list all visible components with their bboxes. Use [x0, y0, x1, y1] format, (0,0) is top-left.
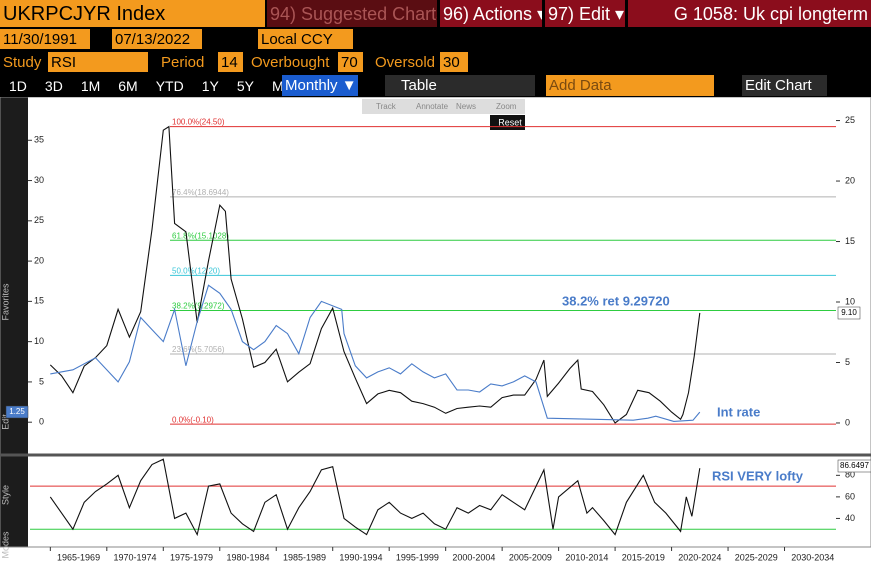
x-tick-label: 2015-2019: [622, 552, 665, 562]
chart-background: [0, 97, 871, 565]
range-button[interactable]: YTD: [155, 77, 184, 94]
last-value-box: [837, 306, 861, 320]
x-tick-label: 2010-2014: [565, 552, 608, 562]
range-button[interactable]: 1M: [80, 77, 101, 94]
y-tick-label: 35: [34, 135, 44, 145]
fib-label: 38.2%(9.2972): [172, 302, 225, 311]
x-tick-label: 1985-1989: [283, 552, 326, 562]
fib-label: 0.0%(-0.10): [172, 415, 214, 424]
x-tick-label: 1980-1984: [226, 552, 269, 562]
y-tick-label: 0: [39, 417, 44, 427]
y-tick-label: 25: [34, 215, 44, 225]
fib-label: 76.4%(18.6944): [172, 188, 229, 197]
last-value-box: [5, 405, 29, 419]
frequency[interactable]: Monthly ▼: [282, 75, 358, 96]
tool-button[interactable]: Track: [376, 102, 397, 111]
start-date[interactable]: 11/30/1991: [0, 29, 90, 49]
last-value: 9.10: [841, 308, 857, 317]
fib-label: 23.6%(5.7056): [172, 345, 225, 354]
y-tick-label: 10: [34, 336, 44, 346]
tool-strip: [362, 99, 525, 114]
y-tick-label: 40: [845, 513, 855, 523]
y-tick-label: 80: [845, 470, 855, 480]
table-button[interactable]: Table: [385, 75, 535, 96]
x-tick-label: 1990-1994: [339, 552, 382, 562]
x-tick-label: 1970-1974: [114, 552, 157, 562]
x-tick-label: 2000-2004: [452, 552, 495, 562]
range-button[interactable]: 3D: [44, 77, 63, 94]
last-value-box: [837, 459, 871, 473]
x-tick-label: 2005-2009: [509, 552, 552, 562]
study-label: Study: [3, 53, 42, 71]
x-tick-label: 1965-1969: [57, 552, 100, 562]
y-tick-label: 30: [34, 175, 44, 185]
y2-tick-label: 25: [845, 115, 855, 125]
side-label: Favorites: [0, 283, 10, 321]
edit-chart[interactable]: Edit Chart: [742, 75, 827, 96]
y2-tick-label: 5: [845, 357, 850, 367]
range-bar: 1D 3D 1M 6M YTD 1Y 5Y Max: [0, 75, 282, 96]
series-line: [50, 284, 701, 422]
annotation: 38.2% ret 9.29720: [562, 293, 670, 308]
add-data[interactable]: Add Data: [546, 75, 714, 96]
suggested[interactable]: 94) Suggested Charts: [267, 0, 437, 27]
x-tick-label: 1975-1979: [170, 552, 213, 562]
chart: Reset Track Annotate News Zoom Favorites Edit…: [0, 97, 871, 565]
side-label: Modes: [0, 531, 10, 559]
tool-button[interactable]: Zoom: [496, 102, 517, 111]
ticker[interactable]: UKRPCJYR Index: [0, 0, 265, 27]
y-tick-label: 15: [34, 296, 44, 306]
range-button[interactable]: Max: [271, 77, 282, 94]
fib-label: 61.8%(15.1028): [172, 231, 229, 240]
fib-label: 50.0%(12.20): [172, 267, 220, 276]
y-tick-label: 60: [845, 491, 855, 501]
page-title: G 1058: Uk cpi longterm: [628, 0, 871, 27]
x-tick-label: 2030-2034: [791, 552, 834, 562]
x-tick-label: 2020-2024: [678, 552, 721, 562]
period[interactable]: 14: [218, 52, 243, 72]
overbought[interactable]: 70: [338, 52, 363, 72]
side-toolbar: [0, 97, 28, 547]
frame: [0, 97, 871, 548]
oversold[interactable]: 30: [440, 52, 468, 72]
series-line: [49, 125, 701, 424]
end-date[interactable]: 07/13/2022: [112, 29, 202, 49]
fib-label: 100.0%(24.50): [172, 118, 225, 127]
x-tick-label: 1995-1999: [396, 552, 439, 562]
y2-tick-label: 15: [845, 236, 855, 246]
range-button[interactable]: 1Y: [201, 77, 219, 94]
tool-button[interactable]: Annotate: [416, 102, 449, 111]
x-tick-label: 2025-2029: [735, 552, 778, 562]
oversold-label: Oversold: [375, 53, 436, 71]
last-value: 1.25: [9, 407, 25, 416]
currency[interactable]: Local CCY: [258, 29, 353, 49]
y2-tick-label: 20: [845, 175, 855, 185]
y-tick-label: 5: [39, 376, 44, 386]
period-label: Period: [161, 53, 205, 71]
y2-tick-label: 10: [845, 296, 855, 306]
study[interactable]: RSI: [48, 52, 148, 72]
tool-button[interactable]: News: [456, 102, 476, 111]
last-value: 86.6497: [840, 461, 869, 470]
overbought-label: Overbought: [251, 53, 330, 71]
annotation: Int rate: [717, 404, 760, 419]
actions[interactable]: 96) Actions ▾: [440, 0, 542, 27]
annotation: RSI VERY lofty: [712, 468, 804, 483]
range-button[interactable]: 5Y: [236, 77, 254, 94]
range-button[interactable]: 1D: [9, 77, 27, 94]
reset-label[interactable]: Reset: [498, 117, 522, 127]
side-label: Style: [0, 485, 10, 505]
series-line: [49, 458, 701, 537]
edit-menu[interactable]: 97) Edit ▾: [545, 0, 625, 27]
y-tick-label: 20: [34, 255, 44, 265]
y2-tick-label: 0: [845, 417, 850, 427]
side-label: Edit: [0, 414, 10, 430]
range-button[interactable]: 6M: [118, 77, 138, 94]
